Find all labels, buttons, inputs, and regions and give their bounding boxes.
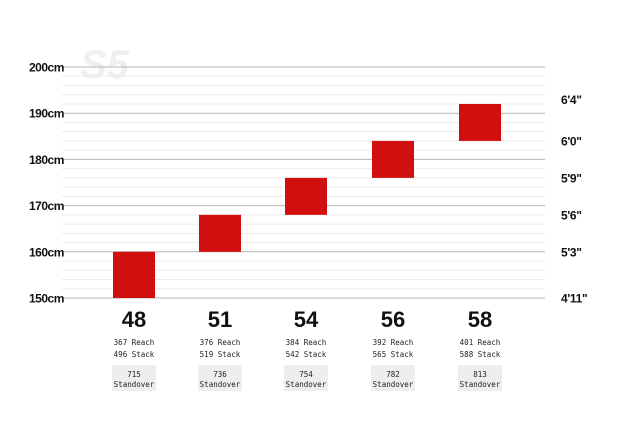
y-tick-label-imperial: 6'4" bbox=[561, 93, 582, 107]
standover-label: Standover bbox=[460, 380, 501, 389]
size-label: 54 bbox=[294, 307, 319, 332]
standover-value: 754 bbox=[299, 370, 313, 379]
y-tick-label: 160cm bbox=[29, 245, 64, 259]
size-label: 48 bbox=[122, 307, 146, 332]
bar-size-48 bbox=[113, 251, 155, 298]
standover-box bbox=[112, 365, 156, 391]
reach-value: 376 Reach bbox=[200, 338, 241, 347]
standover-label: Standover bbox=[286, 380, 327, 389]
y-tick-label-imperial: 5'3" bbox=[561, 245, 582, 259]
left-axis: 150cm 160cm 170cm 180cm 190cm 200cm bbox=[29, 61, 64, 306]
y-tick-label-imperial: 4'11" bbox=[561, 292, 587, 306]
y-tick-label: 170cm bbox=[29, 199, 64, 213]
stack-value: 542 Stack bbox=[286, 350, 327, 359]
stack-value: 496 Stack bbox=[114, 350, 155, 359]
size-label: 58 bbox=[468, 307, 492, 332]
standover-label: Standover bbox=[200, 380, 241, 389]
right-axis: 4'11" 5'3" 5'6" 5'9" 6'0" 6'4" bbox=[561, 93, 588, 306]
standover-box bbox=[458, 365, 502, 391]
standover-label: Standover bbox=[373, 380, 414, 389]
standover-value: 813 bbox=[473, 370, 487, 379]
bar-size-51 bbox=[199, 214, 241, 252]
bars bbox=[113, 103, 501, 298]
watermark: S5 bbox=[80, 43, 130, 87]
y-tick-label-imperial: 6'0" bbox=[561, 134, 582, 148]
standover-box bbox=[198, 365, 242, 391]
stack-value: 588 Stack bbox=[460, 350, 501, 359]
standover-box bbox=[284, 365, 328, 391]
bar-size-58 bbox=[459, 103, 501, 141]
reach-value: 384 Reach bbox=[286, 338, 327, 347]
stack-value: 519 Stack bbox=[200, 350, 241, 359]
standover-box bbox=[371, 365, 415, 391]
y-tick-label-imperial: 5'6" bbox=[561, 208, 582, 222]
reach-value: 392 Reach bbox=[373, 338, 414, 347]
standover-value: 736 bbox=[213, 370, 227, 379]
y-tick-label: 150cm bbox=[29, 292, 64, 306]
size-label: 56 bbox=[381, 307, 405, 332]
size-label: 51 bbox=[208, 307, 232, 332]
standover-value: 782 bbox=[386, 370, 400, 379]
standover-value: 715 bbox=[127, 370, 141, 379]
reach-value: 367 Reach bbox=[114, 338, 155, 347]
bar-size-54 bbox=[285, 177, 327, 215]
reach-value: 401 Reach bbox=[460, 338, 501, 347]
y-tick-label-imperial: 5'9" bbox=[561, 171, 582, 185]
y-tick-label: 190cm bbox=[29, 107, 64, 121]
stack-value: 565 Stack bbox=[373, 350, 414, 359]
standover-label: Standover bbox=[114, 380, 155, 389]
y-tick-label: 180cm bbox=[29, 153, 64, 167]
bar-size-56 bbox=[372, 140, 414, 178]
y-tick-label: 200cm bbox=[29, 61, 64, 75]
